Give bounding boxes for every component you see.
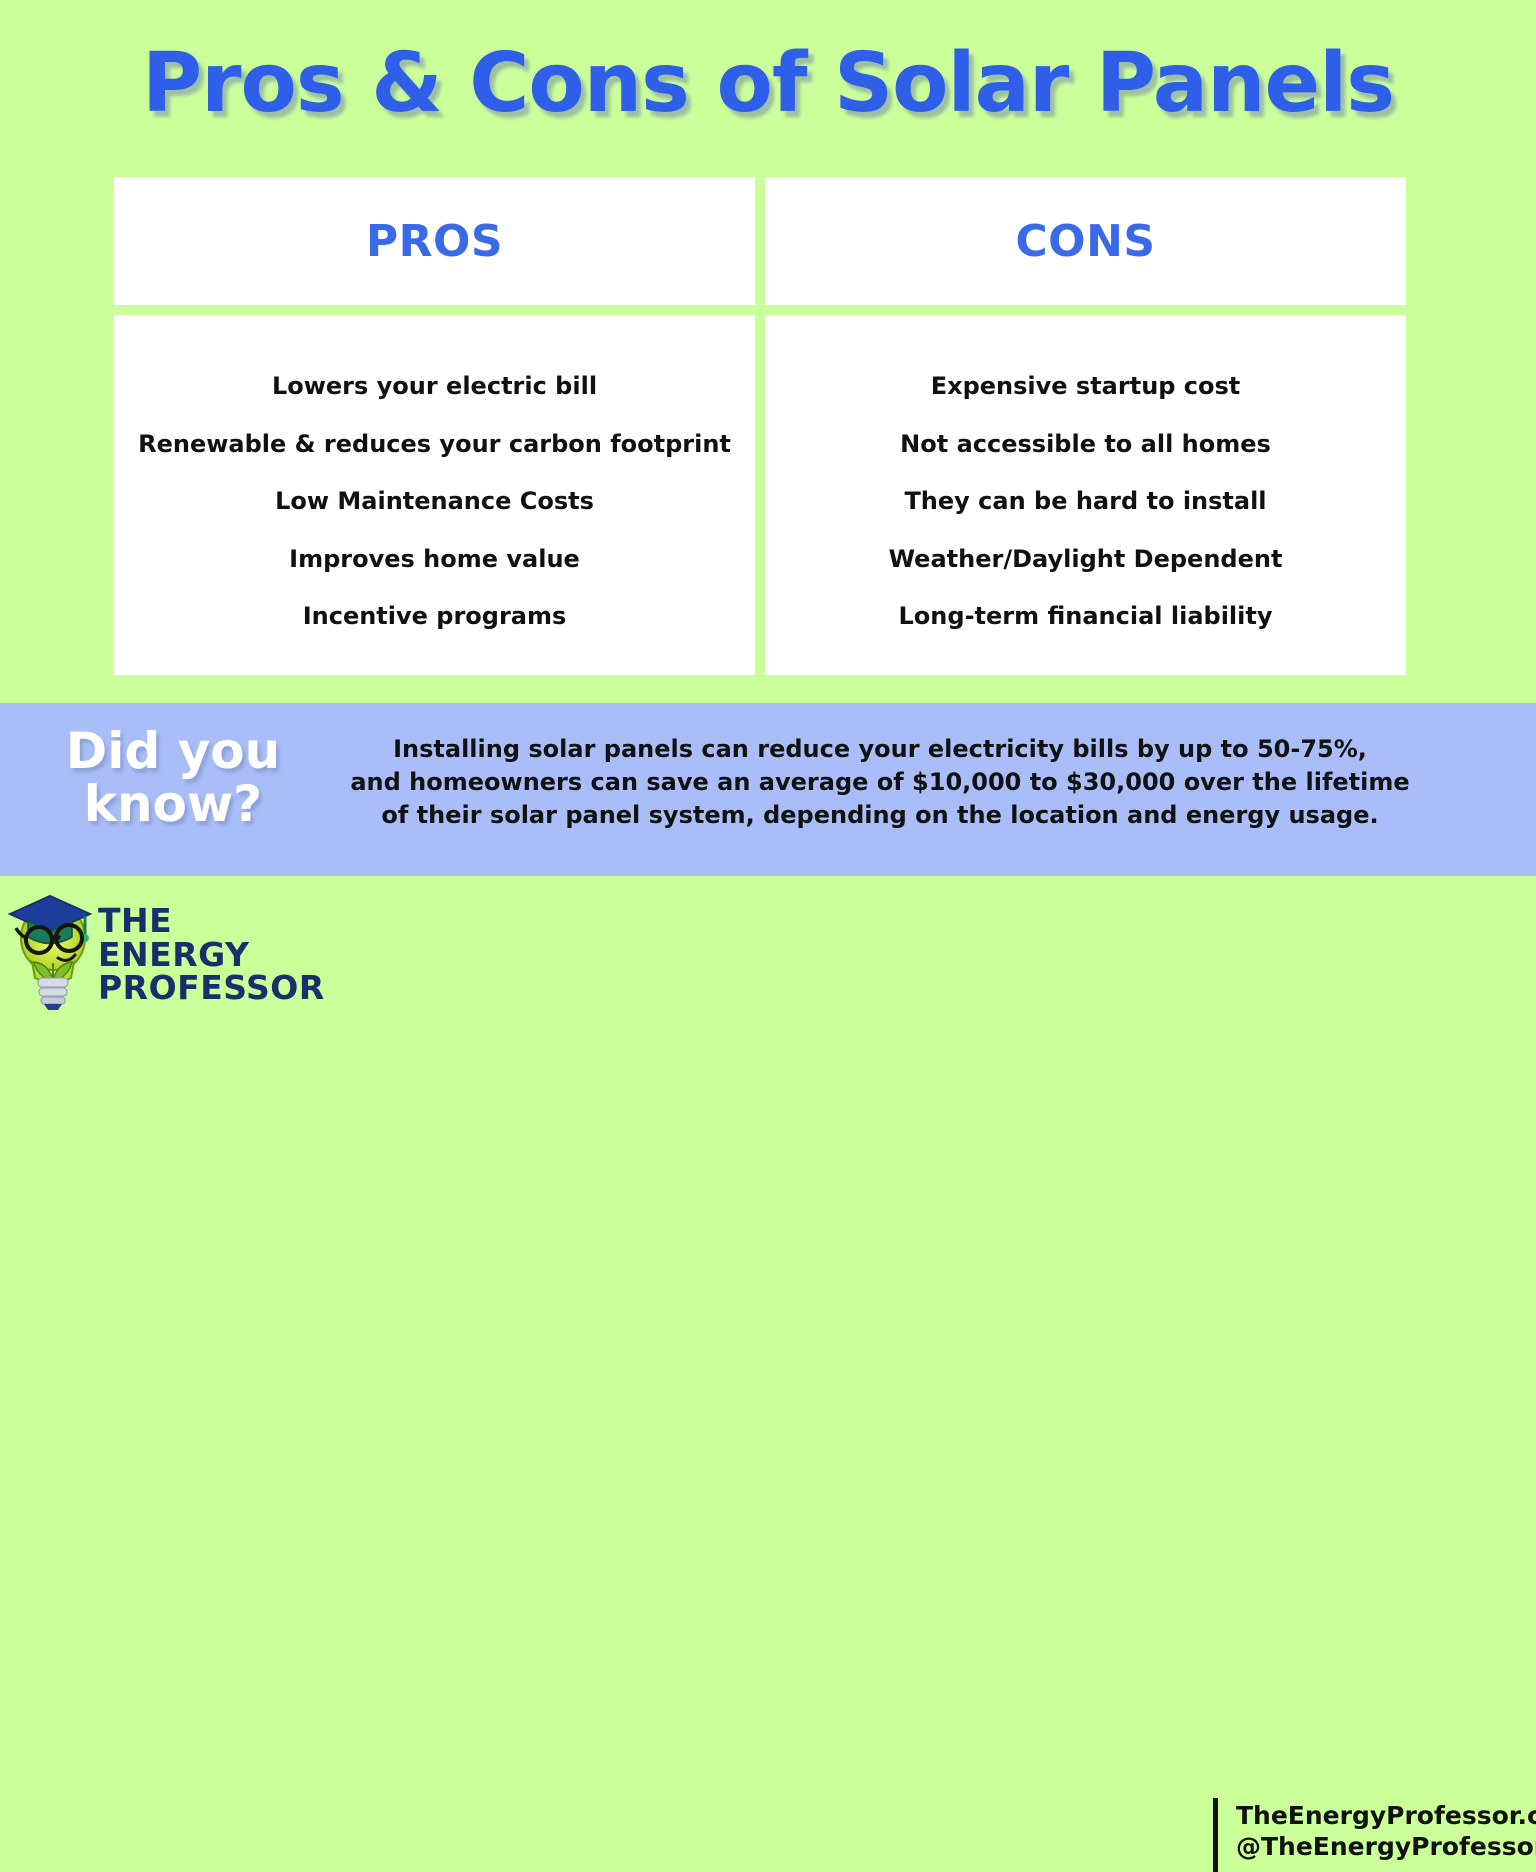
brand-logo-wordmark: THE ENERGY PROFESSOR — [98, 904, 325, 1005]
cons-header-label: CONS — [1015, 215, 1156, 267]
list-item: Low Maintenance Costs — [275, 487, 594, 516]
pros-header-label: PROS — [365, 215, 504, 267]
did-you-know-band: Did you know? Installing solar panels ca… — [0, 703, 1536, 876]
logo-line-energy: ENERGY — [98, 934, 250, 974]
list-item: Weather/Daylight Dependent — [888, 544, 1283, 573]
brand-logo: THE ENERGY PROFESSOR — [6, 890, 324, 1012]
table-header-row: PROS CONS — [114, 177, 1406, 305]
page-title: Pros & Cons of Solar Panels — [141, 36, 1395, 131]
list-item: Lowers your electric bill — [271, 372, 598, 400]
did-you-know-line-2: know? — [83, 774, 263, 833]
fact-line-1: Installing solar panels can reduce your … — [393, 735, 1367, 763]
footer: THE ENERGY PROFESSOR TheEnergyProfessor.… — [0, 876, 1536, 1872]
did-you-know-title: Did you know? — [28, 725, 318, 830]
table-body-row: Lowers your electric bill Renewable & re… — [114, 315, 1406, 675]
pros-list: Lowers your electric bill Renewable & re… — [114, 315, 755, 675]
cons-list: Expensive startup cost Not accessible to… — [765, 315, 1406, 675]
fact-line-2: and homeowners can save an average of $1… — [350, 768, 1410, 797]
list-item: Improves home value — [289, 544, 580, 573]
cons-header-cell: CONS — [765, 177, 1406, 305]
social-handle[interactable]: @TheEnergyProfessor — [1236, 1831, 1536, 1861]
logo-line-the: THE — [98, 901, 173, 940]
footer-contact: TheEnergyProfessor.com @TheEnergyProfess… — [1236, 1801, 1536, 1862]
footer-divider — [1213, 1798, 1218, 1872]
list-item: Incentive programs — [302, 602, 567, 631]
fact-line-3: of their solar panel system, depending o… — [381, 801, 1379, 830]
list-item: Renewable & reduces your carbon footprin… — [138, 429, 731, 458]
list-item: Not accessible to all homes — [900, 429, 1271, 458]
lightbulb-graduate-icon — [6, 890, 98, 1010]
pros-header-cell: PROS — [114, 177, 755, 305]
did-you-know-line-1: Did you — [65, 722, 281, 780]
list-item: Long-term financial liability — [898, 602, 1273, 631]
logo-line-professor: PROFESSOR — [98, 968, 325, 1008]
pros-cons-table: PROS CONS Lowers your electric bill Rene… — [114, 177, 1406, 675]
list-item: Expensive startup cost — [930, 372, 1241, 400]
list-item: They can be hard to install — [904, 487, 1267, 516]
infographic-page: Pros & Cons of Solar Panels PROS CONS Lo… — [0, 36, 1536, 1872]
website-url[interactable]: TheEnergyProfessor.com — [1236, 1801, 1536, 1830]
did-you-know-fact: Installing solar panels can reduce your … — [340, 733, 1420, 832]
